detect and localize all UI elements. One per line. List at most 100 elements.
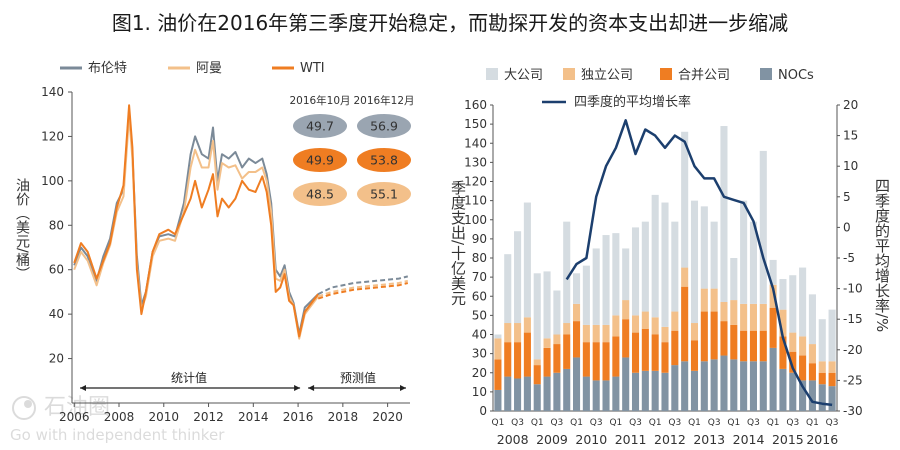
- bar-segment: [631, 227, 640, 316]
- bar-segment: [828, 309, 836, 362]
- bar-segment: [759, 303, 767, 331]
- legend-label: NOCs: [778, 68, 814, 83]
- bar-segment: [808, 344, 816, 364]
- bar-segment: [563, 368, 571, 411]
- bar-segment: [651, 370, 659, 411]
- bar-segment: [514, 342, 522, 379]
- y2-tick-label: -30: [843, 404, 863, 418]
- y-tick-label: 120: [41, 129, 64, 143]
- bar-segment: [533, 359, 541, 366]
- bar-segment: [592, 380, 600, 411]
- bar-segment: [720, 301, 728, 322]
- bar-segment: [749, 330, 757, 362]
- y-tick-label: 60: [472, 289, 487, 303]
- forecast-value: 48.5: [306, 187, 334, 202]
- bar-segment: [681, 286, 689, 362]
- bar-segment: [710, 221, 718, 289]
- bar-segment: [769, 259, 777, 285]
- year-label: 2009: [536, 432, 568, 447]
- bar-segment: [681, 361, 689, 411]
- y-tick-label: 110: [464, 194, 487, 208]
- bar-segment: [681, 131, 689, 268]
- bar-segment: [681, 267, 689, 287]
- bar-segment: [789, 372, 797, 411]
- bar-segment: [799, 336, 807, 356]
- arrow-left-icon: [80, 385, 86, 391]
- forecast-oval: [293, 114, 347, 138]
- y-tick-label: 70: [472, 270, 487, 284]
- y2-tick-label: 10: [843, 159, 858, 173]
- bar-segment: [808, 363, 816, 381]
- y2-tick-label: -10: [843, 282, 863, 296]
- bar-segment: [631, 332, 640, 373]
- bar-segment: [661, 326, 669, 343]
- bar-segment: [700, 311, 708, 362]
- bar-segment: [622, 300, 630, 320]
- y2-tick-label: -20: [843, 343, 863, 357]
- quarter-label: Q3: [550, 418, 563, 428]
- bar-segment: [641, 221, 649, 312]
- quarter-label: Q1: [688, 418, 701, 428]
- bar-segment: [710, 311, 718, 360]
- bar-segment: [749, 361, 757, 411]
- legend-label: 阿曼: [196, 61, 222, 76]
- bar-segment: [651, 194, 659, 318]
- y-tick-label: 40: [472, 328, 487, 342]
- bar-segment: [799, 267, 807, 337]
- bar-segment: [622, 248, 630, 301]
- bar-segment: [828, 372, 836, 387]
- bar-segment: [769, 347, 777, 411]
- bar-segment: [631, 372, 640, 411]
- bar-segment: [661, 202, 669, 327]
- bar-segment: [730, 359, 738, 411]
- watermark-brand: 石油圈: [44, 395, 110, 420]
- y-axis-label: 季度支出/十亿美元: [449, 180, 467, 306]
- bar-segment: [582, 342, 590, 377]
- y2-tick-label: -15: [843, 312, 863, 326]
- arrow-right-icon: [294, 385, 301, 391]
- bar-segment: [582, 376, 590, 411]
- bar-segment: [494, 334, 502, 339]
- y2-axis-label: 四季度的平均增长率/%: [873, 178, 891, 332]
- quarter-label: Q1: [806, 418, 819, 428]
- quarter-label: Q1: [649, 418, 662, 428]
- bar-segment: [622, 357, 630, 411]
- bar-segment: [740, 330, 748, 362]
- y2-tick-label: 20: [843, 98, 858, 112]
- y-tick-label: 30: [472, 347, 487, 361]
- y2-tick-label: 15: [843, 129, 858, 143]
- bar-segment: [523, 202, 531, 318]
- bar-segment: [533, 273, 541, 360]
- bar-segment: [612, 233, 620, 316]
- bar-segment: [543, 271, 551, 339]
- bar-segment: [573, 273, 581, 304]
- y-tick-label: 20: [49, 352, 64, 366]
- bar-segment: [740, 303, 748, 331]
- bar-segment: [661, 372, 669, 411]
- bar-segment: [563, 221, 571, 324]
- quarter-label: Q3: [668, 418, 681, 428]
- year-label: 2015: [772, 432, 804, 447]
- year-label: 2011: [615, 432, 647, 447]
- series-line: [73, 115, 319, 340]
- bar-segment: [523, 317, 531, 333]
- bar-segment: [523, 376, 531, 411]
- y2-tick-label: -5: [843, 251, 855, 265]
- bar-segment: [523, 332, 531, 377]
- y-tick-label: 0: [479, 404, 487, 418]
- quarter-label: Q1: [492, 418, 505, 428]
- growth-rate-line: [565, 119, 833, 407]
- bar-segment: [543, 338, 551, 348]
- bar-segment: [602, 235, 610, 325]
- bar-segment: [828, 386, 836, 411]
- watermark-logo-icon: [12, 396, 36, 420]
- bar-segment: [808, 294, 816, 345]
- bar-segment: [720, 321, 728, 356]
- bar-segment: [789, 351, 797, 373]
- bar-segment: [514, 378, 522, 411]
- y-tick-label: 90: [472, 232, 487, 246]
- quarter-label: Q3: [511, 418, 524, 428]
- legend-label: 布伦特: [88, 61, 127, 76]
- bar-segment: [631, 315, 640, 333]
- forecast-line: [317, 275, 409, 295]
